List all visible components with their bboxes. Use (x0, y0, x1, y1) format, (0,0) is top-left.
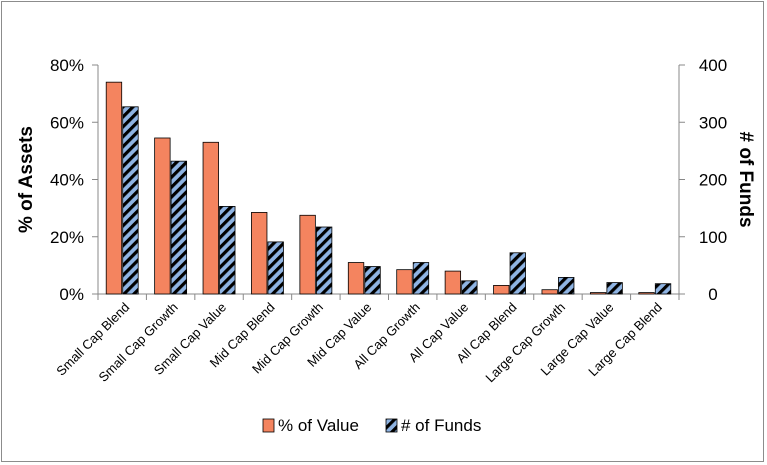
bar-num-of-funds (509, 252, 526, 295)
bar-pct-of-value (105, 81, 123, 295)
bar-num-of-funds (219, 206, 236, 295)
bar-num-of-funds (315, 226, 333, 295)
bar-num-of-funds (122, 106, 139, 295)
bar-num-of-funds (606, 282, 623, 295)
bar-pct-of-value (396, 269, 413, 295)
bar-num-of-funds (267, 241, 284, 295)
right-tick-label: 200 (699, 171, 727, 190)
bar-num-of-funds (654, 283, 672, 295)
legend-label-num-of-funds: # of Funds (401, 416, 481, 435)
y2-axis-title: # of Funds (735, 131, 756, 227)
bar-num-of-funds (412, 262, 430, 295)
bar-pct-of-value (251, 212, 268, 295)
left-tick-label: 20% (50, 228, 84, 247)
bar-num-of-funds (461, 280, 478, 295)
bar-pct-of-value (541, 289, 558, 295)
bar-pct-of-value (347, 262, 365, 295)
bar-num-of-funds (170, 160, 188, 295)
legend-swatch-pct-of-value (262, 418, 275, 433)
bar-pct-of-value (638, 292, 655, 295)
left-tick-label: 40% (50, 171, 84, 190)
right-tick-label: 100 (699, 228, 727, 247)
bar-pct-of-value (589, 292, 607, 295)
left-tick-label: 60% (50, 113, 84, 132)
y-axis-title: % of Assets (16, 126, 37, 233)
bar-pct-of-value (444, 270, 462, 295)
left-tick-label: 80% (50, 56, 84, 75)
legend-label-pct-of-value: % of Value (278, 416, 359, 435)
right-tick-label: 400 (699, 56, 727, 75)
bar-num-of-funds (558, 276, 575, 295)
bar-num-of-funds (364, 266, 381, 295)
bar-pct-of-value (299, 214, 316, 295)
bar-pct-of-value (202, 141, 219, 295)
right-tick-label: 300 (699, 113, 727, 132)
legend-swatch-num-of-funds (385, 418, 398, 433)
bar-pct-of-value (154, 137, 171, 295)
left-tick-label: 0% (59, 285, 84, 304)
right-tick-label: 0 (708, 285, 717, 304)
bar-pct-of-value (493, 285, 510, 295)
